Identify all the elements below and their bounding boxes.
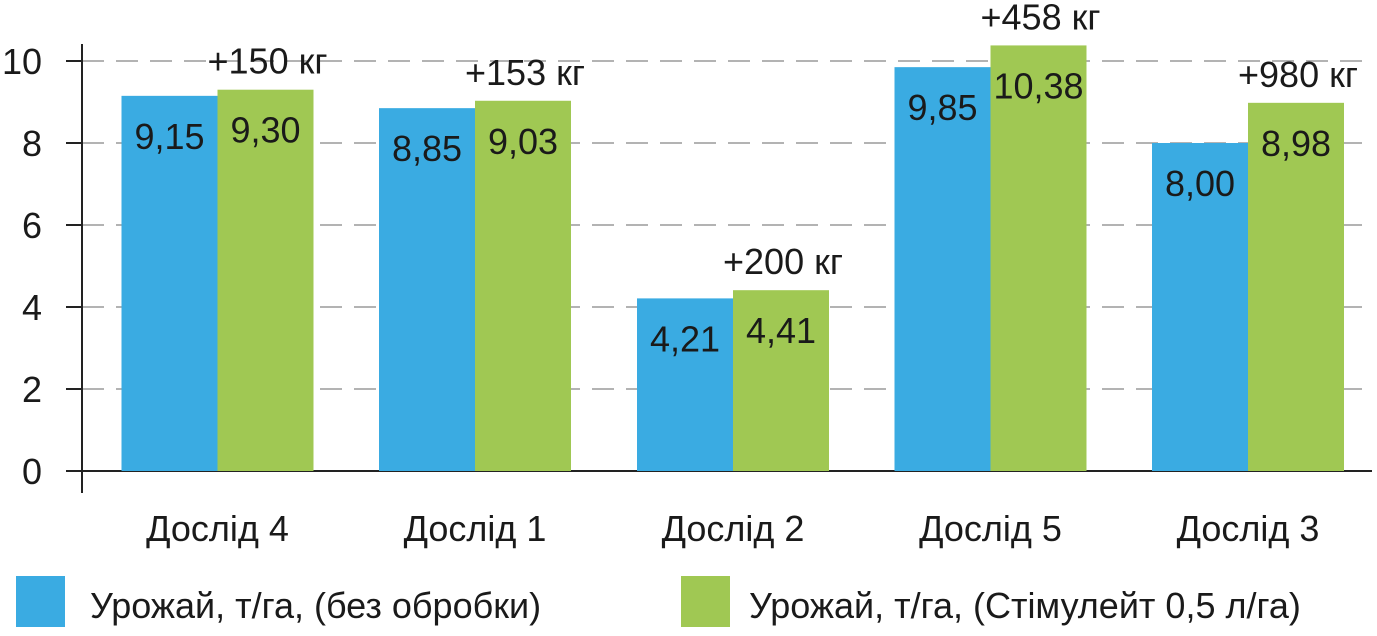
legend-swatch <box>16 576 65 627</box>
bar-value-label: 9,15 <box>134 116 204 157</box>
bar-series-1 <box>1152 143 1248 471</box>
x-category-label: Дослід 3 <box>1177 508 1320 549</box>
y-tick-label: 4 <box>22 287 42 328</box>
bar-value-label: 4,21 <box>650 318 720 359</box>
y-tick-label: 2 <box>22 369 42 410</box>
bars-layer <box>121 45 1344 472</box>
x-category-label: Дослід 2 <box>662 508 805 549</box>
bar-value-label: 4,41 <box>746 310 816 351</box>
y-tick-label: 8 <box>22 123 42 164</box>
bar-series-2 <box>990 45 1087 472</box>
bar-value-label: 9,03 <box>488 121 558 162</box>
bar-series-2 <box>217 89 314 471</box>
bar-series-1 <box>121 95 218 471</box>
labels-layer: 9,15 9,30 +150 кг Дослід 4 8,85 9,03 +153 кг До… <box>134 0 1358 549</box>
legend-label: Урожай, т/га, (Стімулейт 0,5 л/га) <box>749 585 1301 626</box>
x-category-label: Дослід 5 <box>919 508 1062 549</box>
y-tick-label: 10 <box>2 41 42 82</box>
x-category-label: Дослід 4 <box>146 508 289 549</box>
bar-value-label: 8,85 <box>392 128 462 169</box>
legend-swatch <box>681 576 730 627</box>
bar-value-label: 10,38 <box>993 65 1083 106</box>
legend: Урожай, т/га, (без обробки) Урожай, т/га,… <box>16 576 1301 627</box>
bar-series-1 <box>637 298 733 471</box>
bar-series-1 <box>894 67 991 472</box>
increase-label: +200 кг <box>723 241 843 282</box>
bar-series-2 <box>733 290 829 471</box>
bar-series-2 <box>475 100 571 472</box>
increase-label: +153 кг <box>465 52 585 93</box>
legend-label: Урожай, т/га, (без обробки) <box>90 585 541 626</box>
y-tick-label: 0 <box>22 451 42 492</box>
bar-value-label: 8,00 <box>1165 163 1235 204</box>
y-tick-label: 6 <box>22 205 42 246</box>
bar-series-2 <box>1248 102 1344 471</box>
bar-value-label: 9,30 <box>230 110 300 151</box>
bar-series-1 <box>379 108 475 472</box>
bar-value-label: 8,98 <box>1261 123 1331 164</box>
bar-value-label: 9,85 <box>907 87 977 128</box>
increase-label: +980 кг <box>1238 54 1358 95</box>
increase-label: +458 кг <box>981 0 1101 37</box>
x-category-label: Дослід 1 <box>404 508 547 549</box>
increase-label: +150 кг <box>208 41 328 82</box>
